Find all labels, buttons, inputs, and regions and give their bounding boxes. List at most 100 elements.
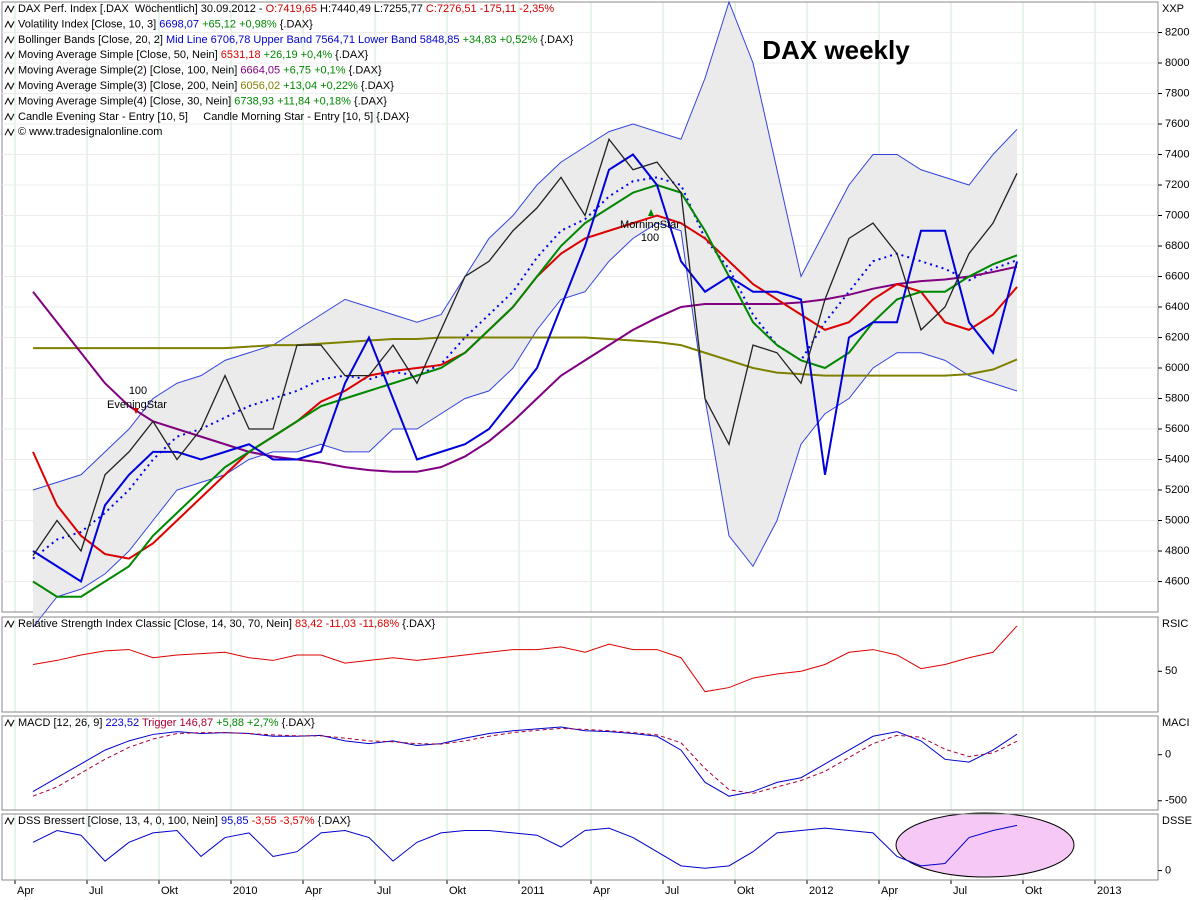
header-part: {.DAX} bbox=[279, 717, 315, 729]
y-tick-label: 8000 bbox=[1165, 57, 1189, 69]
y-tick-label: 5000 bbox=[1165, 514, 1189, 526]
panel-frame bbox=[1, 616, 1159, 713]
x-tick-label: Jul bbox=[953, 885, 967, 897]
header-part: {.DAX} bbox=[332, 49, 368, 61]
y-tick-label: 7200 bbox=[1165, 179, 1189, 191]
band-area bbox=[33, 2, 1017, 628]
header-line: Relative Strength Index Classic [Close, … bbox=[18, 618, 436, 630]
series-line bbox=[32, 824, 1018, 869]
header-part: Trigger 146,87 bbox=[139, 717, 213, 729]
panel-label: XXP bbox=[1162, 3, 1184, 15]
header-part: 6056,02 bbox=[240, 80, 280, 92]
pattern-annotation: 100 bbox=[129, 385, 147, 397]
indicator-icon bbox=[4, 81, 15, 91]
header-part: {.DAX} bbox=[315, 815, 351, 827]
header-part: 6531,18 bbox=[221, 49, 261, 61]
header-part: C:7276,51 -175,11 -2,35% bbox=[426, 3, 554, 15]
indicator-icon bbox=[4, 97, 15, 106]
pattern-annotation: EveningStar bbox=[107, 399, 167, 411]
series-line bbox=[32, 727, 1018, 797]
y-tick-label: 6200 bbox=[1165, 331, 1189, 343]
indicator-icon bbox=[4, 112, 15, 121]
panel-label: RSIC bbox=[1162, 618, 1188, 630]
x-tick-label: 2012 bbox=[809, 885, 833, 897]
y-tick-label: 5200 bbox=[1165, 484, 1189, 496]
evening-star-arrow bbox=[133, 408, 139, 414]
header-part: 223,52 bbox=[105, 717, 139, 729]
header-part: Candle Evening Star - Entry [10, 5] Cand… bbox=[18, 111, 410, 123]
header-line: © www.tradesignalonline.com bbox=[18, 126, 162, 138]
header-part: 6738,93 bbox=[234, 95, 274, 107]
header-line: Volatility Index [Close, 10, 3] 6698,07 … bbox=[18, 18, 313, 30]
x-tick-label: Jul bbox=[89, 885, 103, 897]
header-line: Moving Average Simple [Close, 50, Nein] … bbox=[18, 49, 369, 61]
header-part: DSS Bressert [Close, 13, 4, 0, 100, Nein… bbox=[18, 815, 221, 827]
header-line: Moving Average Simple(2) [Close, 100, Ne… bbox=[18, 65, 382, 77]
panel-label: DSSE bbox=[1162, 815, 1192, 827]
y-tick-label: 0 bbox=[1165, 749, 1171, 761]
highlight-ellipse bbox=[895, 812, 1075, 878]
header-part: Bollinger Bands [Close, 20, 2] bbox=[18, 34, 166, 46]
series-line bbox=[32, 153, 1018, 584]
series-line bbox=[32, 222, 1018, 628]
header-part: 6664,05 bbox=[240, 65, 280, 77]
pattern-annotation: 100 bbox=[641, 232, 659, 244]
y-tick-label: 5800 bbox=[1165, 392, 1189, 404]
header-line: Moving Average Simple(4) [Close, 30, Nei… bbox=[18, 95, 387, 107]
y-tick-label: 5600 bbox=[1165, 423, 1189, 435]
header-part: +5,88 +2,7% bbox=[213, 717, 279, 729]
indicator-icon bbox=[4, 51, 15, 60]
y-tick-label: -500 bbox=[1165, 795, 1187, 807]
indicator-icon bbox=[4, 20, 15, 29]
y-tick-label: 6000 bbox=[1165, 362, 1189, 374]
header-part: {.DAX} bbox=[346, 65, 382, 77]
header-part: 83,42 -11,03 -11,68% bbox=[295, 618, 399, 630]
morning-star-arrow bbox=[648, 209, 654, 216]
header-line: DSS Bressert [Close, 13, 4, 0, 100, Nein… bbox=[18, 815, 351, 827]
header-part: Relative Strength Index Classic [Close, … bbox=[18, 618, 295, 630]
header-part: +13,04 +0,22% bbox=[280, 80, 358, 92]
header-line: Candle Evening Star - Entry [10, 5] Cand… bbox=[18, 111, 410, 123]
header-part: © www.tradesignalonline.com bbox=[18, 126, 162, 138]
header-part: +6,75 +0,1% bbox=[280, 65, 346, 77]
series-line bbox=[32, 265, 1018, 473]
header-part: +65,12 +0,98% bbox=[199, 18, 277, 30]
header-part: {.DAX} bbox=[277, 18, 313, 30]
series-line bbox=[32, 137, 1018, 556]
header-line: Moving Average Simple(3) [Close, 200, Ne… bbox=[18, 80, 394, 92]
panel-frame bbox=[1, 813, 1159, 881]
header-part: H:7440,49 L:7255,77 bbox=[317, 3, 426, 15]
x-tick-label: Okt bbox=[1025, 885, 1042, 897]
header-part: 95,85 bbox=[221, 815, 249, 827]
header-part: +26,19 +0,4% bbox=[261, 49, 333, 61]
y-tick-label: 7400 bbox=[1165, 148, 1189, 160]
pattern-annotation: MorningStar bbox=[620, 219, 680, 231]
y-tick-label: 6600 bbox=[1165, 270, 1189, 282]
series-line bbox=[32, 183, 1018, 598]
header-part: -3,55 -3,57% bbox=[249, 815, 315, 827]
indicator-icon bbox=[4, 619, 15, 629]
y-tick-label: 8200 bbox=[1165, 26, 1189, 38]
header-part: Moving Average Simple [Close, 50, Nein] bbox=[18, 49, 221, 61]
header-part: O:7419,65 bbox=[266, 3, 317, 15]
x-tick-label: Okt bbox=[737, 885, 754, 897]
indicator-icon bbox=[4, 718, 15, 728]
header-line: Bollinger Bands [Close, 20, 2] Mid Line … bbox=[18, 34, 574, 46]
y-tick-label: 50 bbox=[1165, 665, 1177, 677]
header-part: Volatility Index [Close, 10, 3] bbox=[18, 18, 159, 30]
header-part: Moving Average Simple(2) [Close, 100, Ne… bbox=[18, 65, 240, 77]
x-tick-label: 2011 bbox=[521, 885, 545, 897]
header-part: DAX Perf. Index [.DAX Wöchentlich] 30.09… bbox=[18, 3, 266, 15]
x-tick-label: Jul bbox=[665, 885, 679, 897]
x-tick-label: Apr bbox=[305, 885, 322, 897]
header-part: {.DAX} bbox=[399, 618, 435, 630]
y-tick-label: 5400 bbox=[1165, 453, 1189, 465]
series-line bbox=[33, 336, 1018, 377]
indicator-icon bbox=[4, 816, 15, 826]
header-part: Mid Line 6706,78 Upper Band 7564,71 Lowe… bbox=[166, 34, 460, 46]
header-line: DAX Perf. Index [.DAX Wöchentlich] 30.09… bbox=[18, 3, 554, 15]
header-part: Moving Average Simple(3) [Close, 200, Ne… bbox=[18, 80, 240, 92]
y-tick-label: 7800 bbox=[1165, 87, 1189, 99]
series-line bbox=[32, 176, 1018, 560]
